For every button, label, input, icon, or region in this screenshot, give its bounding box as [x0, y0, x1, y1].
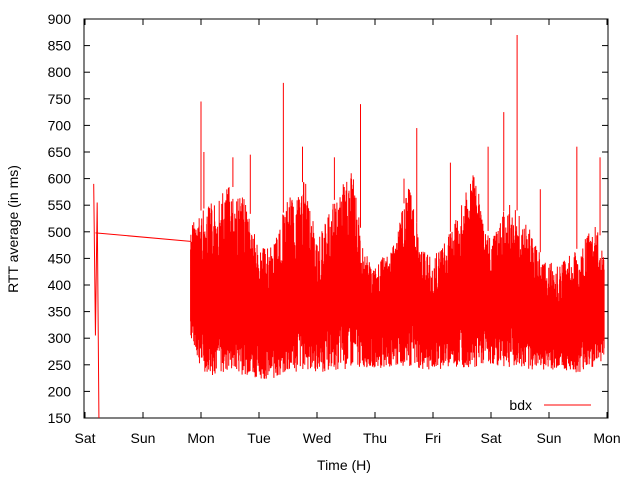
x-tick-label: Mon	[187, 430, 214, 446]
x-tick-label: Wed	[303, 430, 332, 446]
x-tick-label: Thu	[363, 430, 387, 446]
x-tick-label: Sat	[74, 430, 95, 446]
series-bdx-line	[93, 183, 100, 419]
y-tick-label: 750	[48, 91, 72, 107]
y-tick-label: 250	[48, 357, 72, 373]
y-tick-label: 400	[48, 277, 72, 293]
plot-frame	[83, 18, 609, 419]
series-layer	[93, 34, 605, 419]
y-tick-label: 650	[48, 144, 72, 160]
series-bdx-band	[190, 173, 605, 379]
y-tick-label: 200	[48, 383, 72, 399]
x-tick-label: Mon	[593, 430, 620, 446]
y-tick-label: 900	[48, 11, 72, 27]
x-tick-label: Sat	[480, 430, 501, 446]
x-ticks: Sat Sun Mon Tue Wed Thu Fri Sat Sun Mon	[74, 19, 621, 446]
x-tick-label: Sun	[131, 430, 156, 446]
y-tick-label: 700	[48, 117, 72, 133]
y-tick-label: 800	[48, 64, 72, 80]
y-tick-label: 350	[48, 304, 72, 320]
x-axis-title: Time (H)	[317, 457, 371, 473]
legend: bdx	[509, 397, 591, 413]
y-tick-label: 550	[48, 197, 72, 213]
x-tick-label: Sun	[537, 430, 562, 446]
x-tick-label: Tue	[247, 430, 271, 446]
y-tick-label: 600	[48, 171, 72, 187]
legend-label-bdx: bdx	[509, 397, 532, 413]
y-tick-label: 500	[48, 224, 72, 240]
x-tick-label: Fri	[425, 430, 441, 446]
y-tick-label: 850	[48, 38, 72, 54]
y-ticks: 150 200 250 300 350 400 450 500 550 600 650 700 750 8…	[48, 11, 608, 426]
y-axis-title: RTT average (in ms)	[5, 165, 21, 293]
series-bdx-line	[95, 232, 191, 242]
y-tick-label: 150	[48, 410, 72, 426]
y-tick-label: 300	[48, 330, 72, 346]
y-tick-label: 450	[48, 250, 72, 266]
